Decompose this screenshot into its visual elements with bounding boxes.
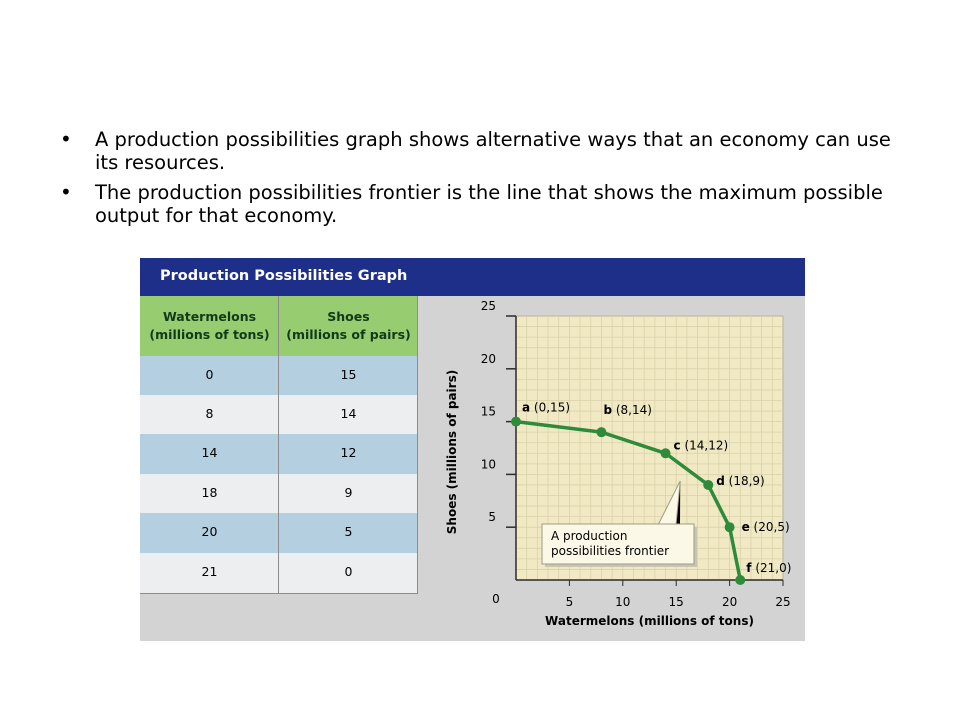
ppf-panel: Production Possibilities Graph Watermelo… <box>140 258 805 641</box>
table-row: 20 5 <box>140 513 418 553</box>
point-letter: e <box>742 520 750 534</box>
table-row: 8 14 <box>140 395 418 435</box>
point-coord: (20,5) <box>750 520 790 534</box>
table-row: 0 15 <box>140 356 418 396</box>
point-letter: f <box>746 561 752 575</box>
point-letter: a <box>522 401 530 415</box>
x-tick-label: 15 <box>669 595 684 609</box>
shoes-cell: 9 <box>344 485 353 500</box>
point-letter: c <box>674 438 681 452</box>
watermelons-cell: 0 <box>205 367 214 382</box>
x-tick-label: 20 <box>722 595 737 609</box>
origin-label: 0 <box>492 592 500 606</box>
shoes-cell: 12 <box>340 445 357 460</box>
bullet-marker: • <box>60 127 72 151</box>
ppf-chart: 5 10 15 20 25 5 10 15 20 25 0 Watermelons (millions… <box>445 299 791 628</box>
shoes-cell: 14 <box>340 406 357 421</box>
bullet-item: • A production possibilities graph shows… <box>60 127 900 175</box>
data-point <box>735 575 746 585</box>
point-letter: b <box>603 403 612 417</box>
y-tick-label: 10 <box>481 457 496 471</box>
table-row: 18 9 <box>140 474 418 514</box>
table-header: Watermelons (millions of tons) Shoes (mi… <box>140 296 418 356</box>
data-point <box>724 522 735 533</box>
x-axis-title: Watermelons (millions of tons) <box>545 614 754 628</box>
y-tick-label: 15 <box>481 405 496 419</box>
point-label: e (20,5) <box>742 520 790 534</box>
x-tick-label: 25 <box>775 595 790 609</box>
callout-text: possibilities frontier <box>551 544 669 558</box>
header-line: Shoes <box>327 309 370 324</box>
y-tick-label: 20 <box>481 352 496 366</box>
table-right-border <box>417 296 418 594</box>
x-tick-label: 10 <box>615 595 630 609</box>
shoes-cell: 5 <box>344 524 353 539</box>
watermelons-cell: 21 <box>201 564 218 579</box>
y-tick-label: 25 <box>481 299 496 313</box>
bullet-marker: • <box>60 180 72 204</box>
point-coord: (8,14) <box>612 403 652 417</box>
callout-text: A production <box>551 529 627 543</box>
data-point <box>660 448 671 459</box>
point-coord: (0,15) <box>530 401 570 415</box>
column-divider <box>278 296 279 594</box>
watermelons-cell: 8 <box>205 406 214 421</box>
point-coord: (18,9) <box>725 474 765 488</box>
data-point <box>596 427 607 438</box>
y-tick-label: 5 <box>488 510 496 524</box>
point-label: f (21,0) <box>746 561 791 575</box>
shoes-cell: 15 <box>340 367 357 382</box>
frontier-line <box>515 419 742 581</box>
bullet-list: • A production possibilities graph shows… <box>60 128 900 234</box>
table-bottom-border <box>140 593 418 594</box>
data-point <box>703 479 714 490</box>
shoes-column-header: Shoes (millions of pairs) <box>279 308 418 344</box>
bullet-text: The production possibilities frontier is… <box>95 181 883 227</box>
x-tick-label: 5 <box>566 595 574 609</box>
panel-header: Production Possibilities Graph <box>140 258 805 296</box>
watermelons-cell: 14 <box>201 445 218 460</box>
header-line: (millions of tons) <box>149 327 270 342</box>
callout-box <box>541 523 695 565</box>
panel-title: Production Possibilities Graph <box>160 268 408 284</box>
point-coord: (21,0) <box>752 561 792 575</box>
watermelons-cell: 20 <box>201 524 218 539</box>
watermelons-column-header: Watermelons (millions of tons) <box>140 308 279 344</box>
header-line: Watermelons <box>162 309 257 324</box>
point-label: d (18,9) <box>716 474 765 488</box>
point-label: c (14,12) <box>674 438 729 452</box>
watermelons-cell: 18 <box>201 485 218 500</box>
point-label: a (0,15) <box>522 401 570 415</box>
point-label: b (8,14) <box>603 403 652 417</box>
table-row: 14 12 <box>140 434 418 474</box>
y-axis-title: Shoes (millions of pairs) <box>445 370 459 534</box>
point-letter: d <box>716 474 725 488</box>
header-line: (millions of pairs) <box>286 327 411 342</box>
shoes-cell: 0 <box>344 564 353 579</box>
data-point <box>511 416 521 427</box>
bullet-text: A production possibilities graph shows a… <box>95 128 891 174</box>
bullet-item: • The production possibilities frontier … <box>60 180 900 228</box>
point-coord: (14,12) <box>681 438 729 452</box>
table-row: 21 0 <box>140 553 418 593</box>
